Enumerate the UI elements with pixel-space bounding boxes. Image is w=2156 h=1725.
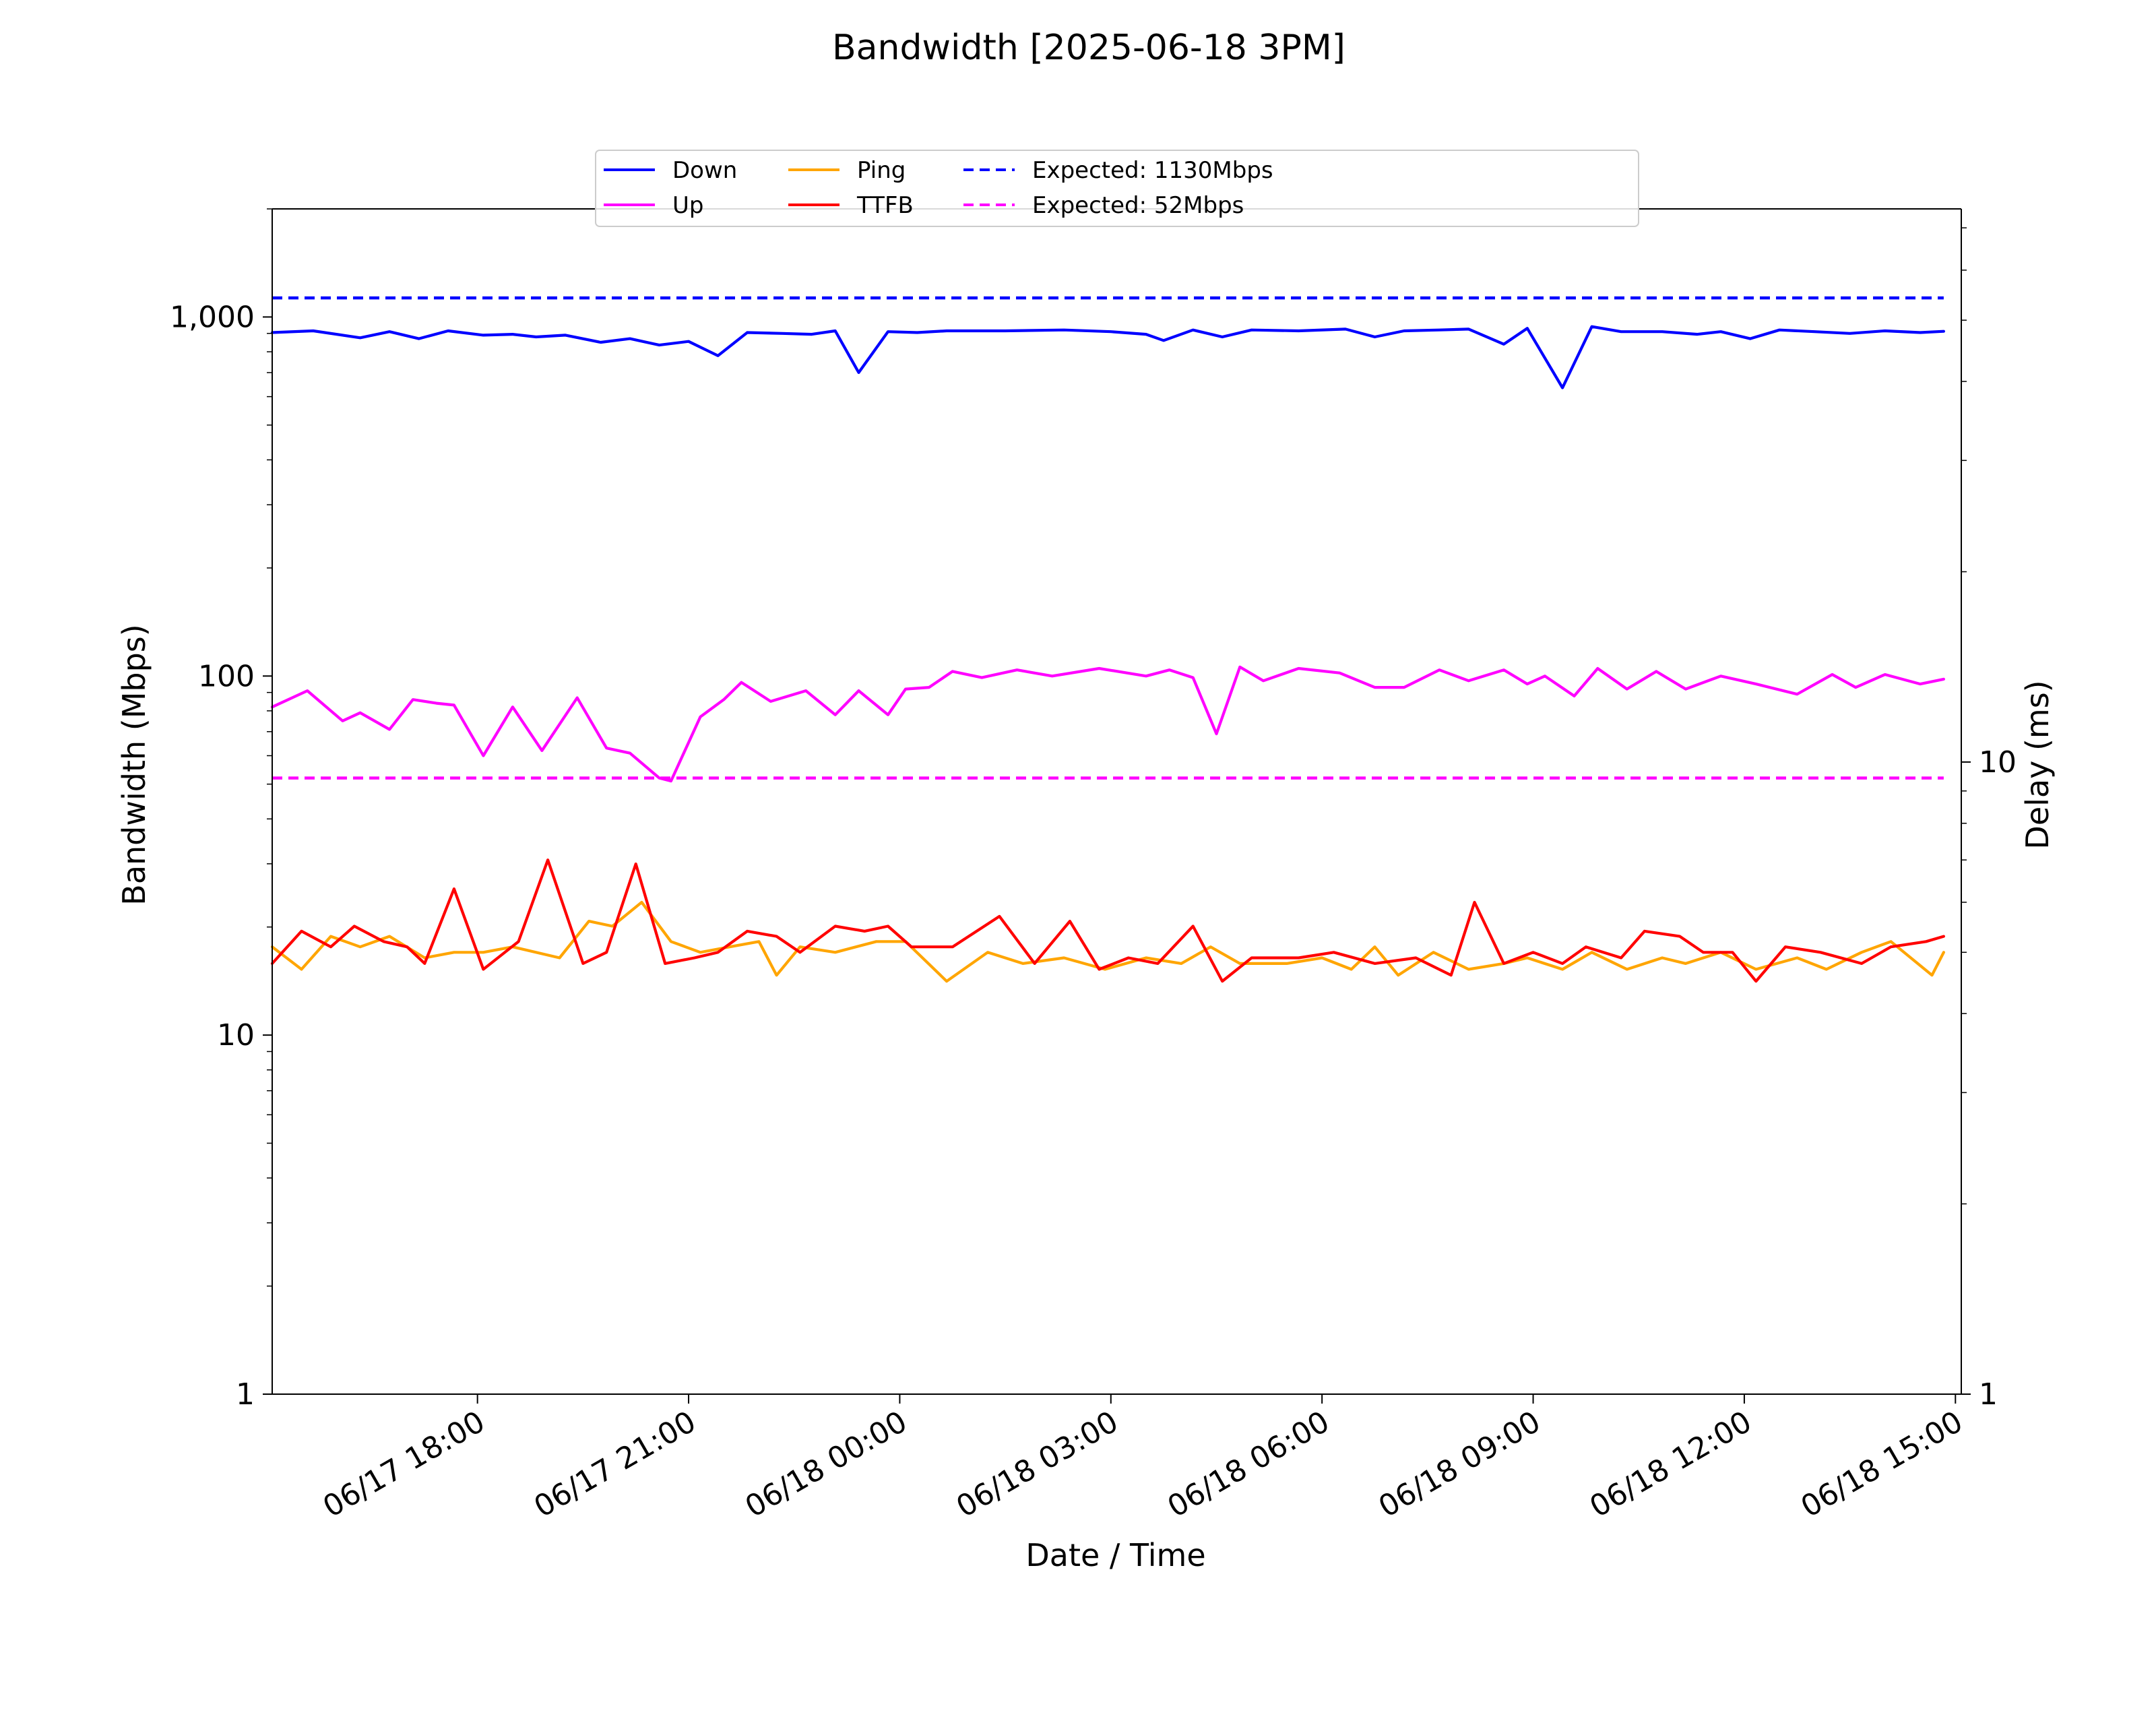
series-line-ping	[270, 900, 1945, 983]
series-line-ttfb	[270, 858, 1945, 983]
legend-label-down: Down	[672, 157, 737, 184]
left-tick-label: 100	[198, 659, 255, 693]
legend-box	[595, 150, 1639, 227]
chart-title: Bandwidth [2025-06-18 3PM]	[832, 28, 1345, 68]
legend-label-up: Up	[672, 192, 703, 219]
legend-label-ttfb: TTFB	[856, 192, 914, 219]
legend: Down Up Ping TTFB Expected: 1130Mbps Expected…	[595, 150, 1639, 227]
series-line-down	[270, 325, 1945, 389]
x-axis-label: Date / Time	[1025, 1537, 1205, 1573]
plot-area: 1 10 100 1,000 1 10 06/17 18:00 06/17 21:00 06/1…	[170, 208, 2017, 1524]
x-tick-label: 06/18 12:00	[1584, 1404, 1757, 1524]
left-axis-label: Bandwidth (Mbps)	[116, 624, 152, 905]
x-tick-label: 06/17 18:00	[317, 1404, 490, 1524]
right-tick-label: 1	[1979, 1377, 1998, 1412]
left-tick-label: 1	[236, 1377, 255, 1412]
x-tick-label: 06/18 06:00	[1162, 1404, 1335, 1524]
series-line-up	[270, 665, 1945, 783]
x-tick-label: 06/17 21:00	[528, 1404, 701, 1524]
right-axis-label: Delay (ms)	[2019, 680, 2056, 849]
left-tick-label: 1,000	[170, 300, 255, 334]
legend-label-ping: Ping	[857, 157, 906, 184]
left-tick-label: 10	[217, 1018, 255, 1053]
legend-label-expected-1130mbps: Expected: 1130Mbps	[1032, 157, 1273, 184]
right-tick-label: 10	[1979, 745, 2017, 780]
legend-label-expected-52mbps: Expected: 52Mbps	[1032, 192, 1244, 219]
x-tick-label: 06/18 09:00	[1373, 1404, 1546, 1524]
x-tick-label: 06/18 15:00	[1796, 1404, 1969, 1524]
x-tick-label: 06/18 03:00	[951, 1404, 1124, 1524]
x-tick-label: 06/18 00:00	[740, 1404, 913, 1524]
